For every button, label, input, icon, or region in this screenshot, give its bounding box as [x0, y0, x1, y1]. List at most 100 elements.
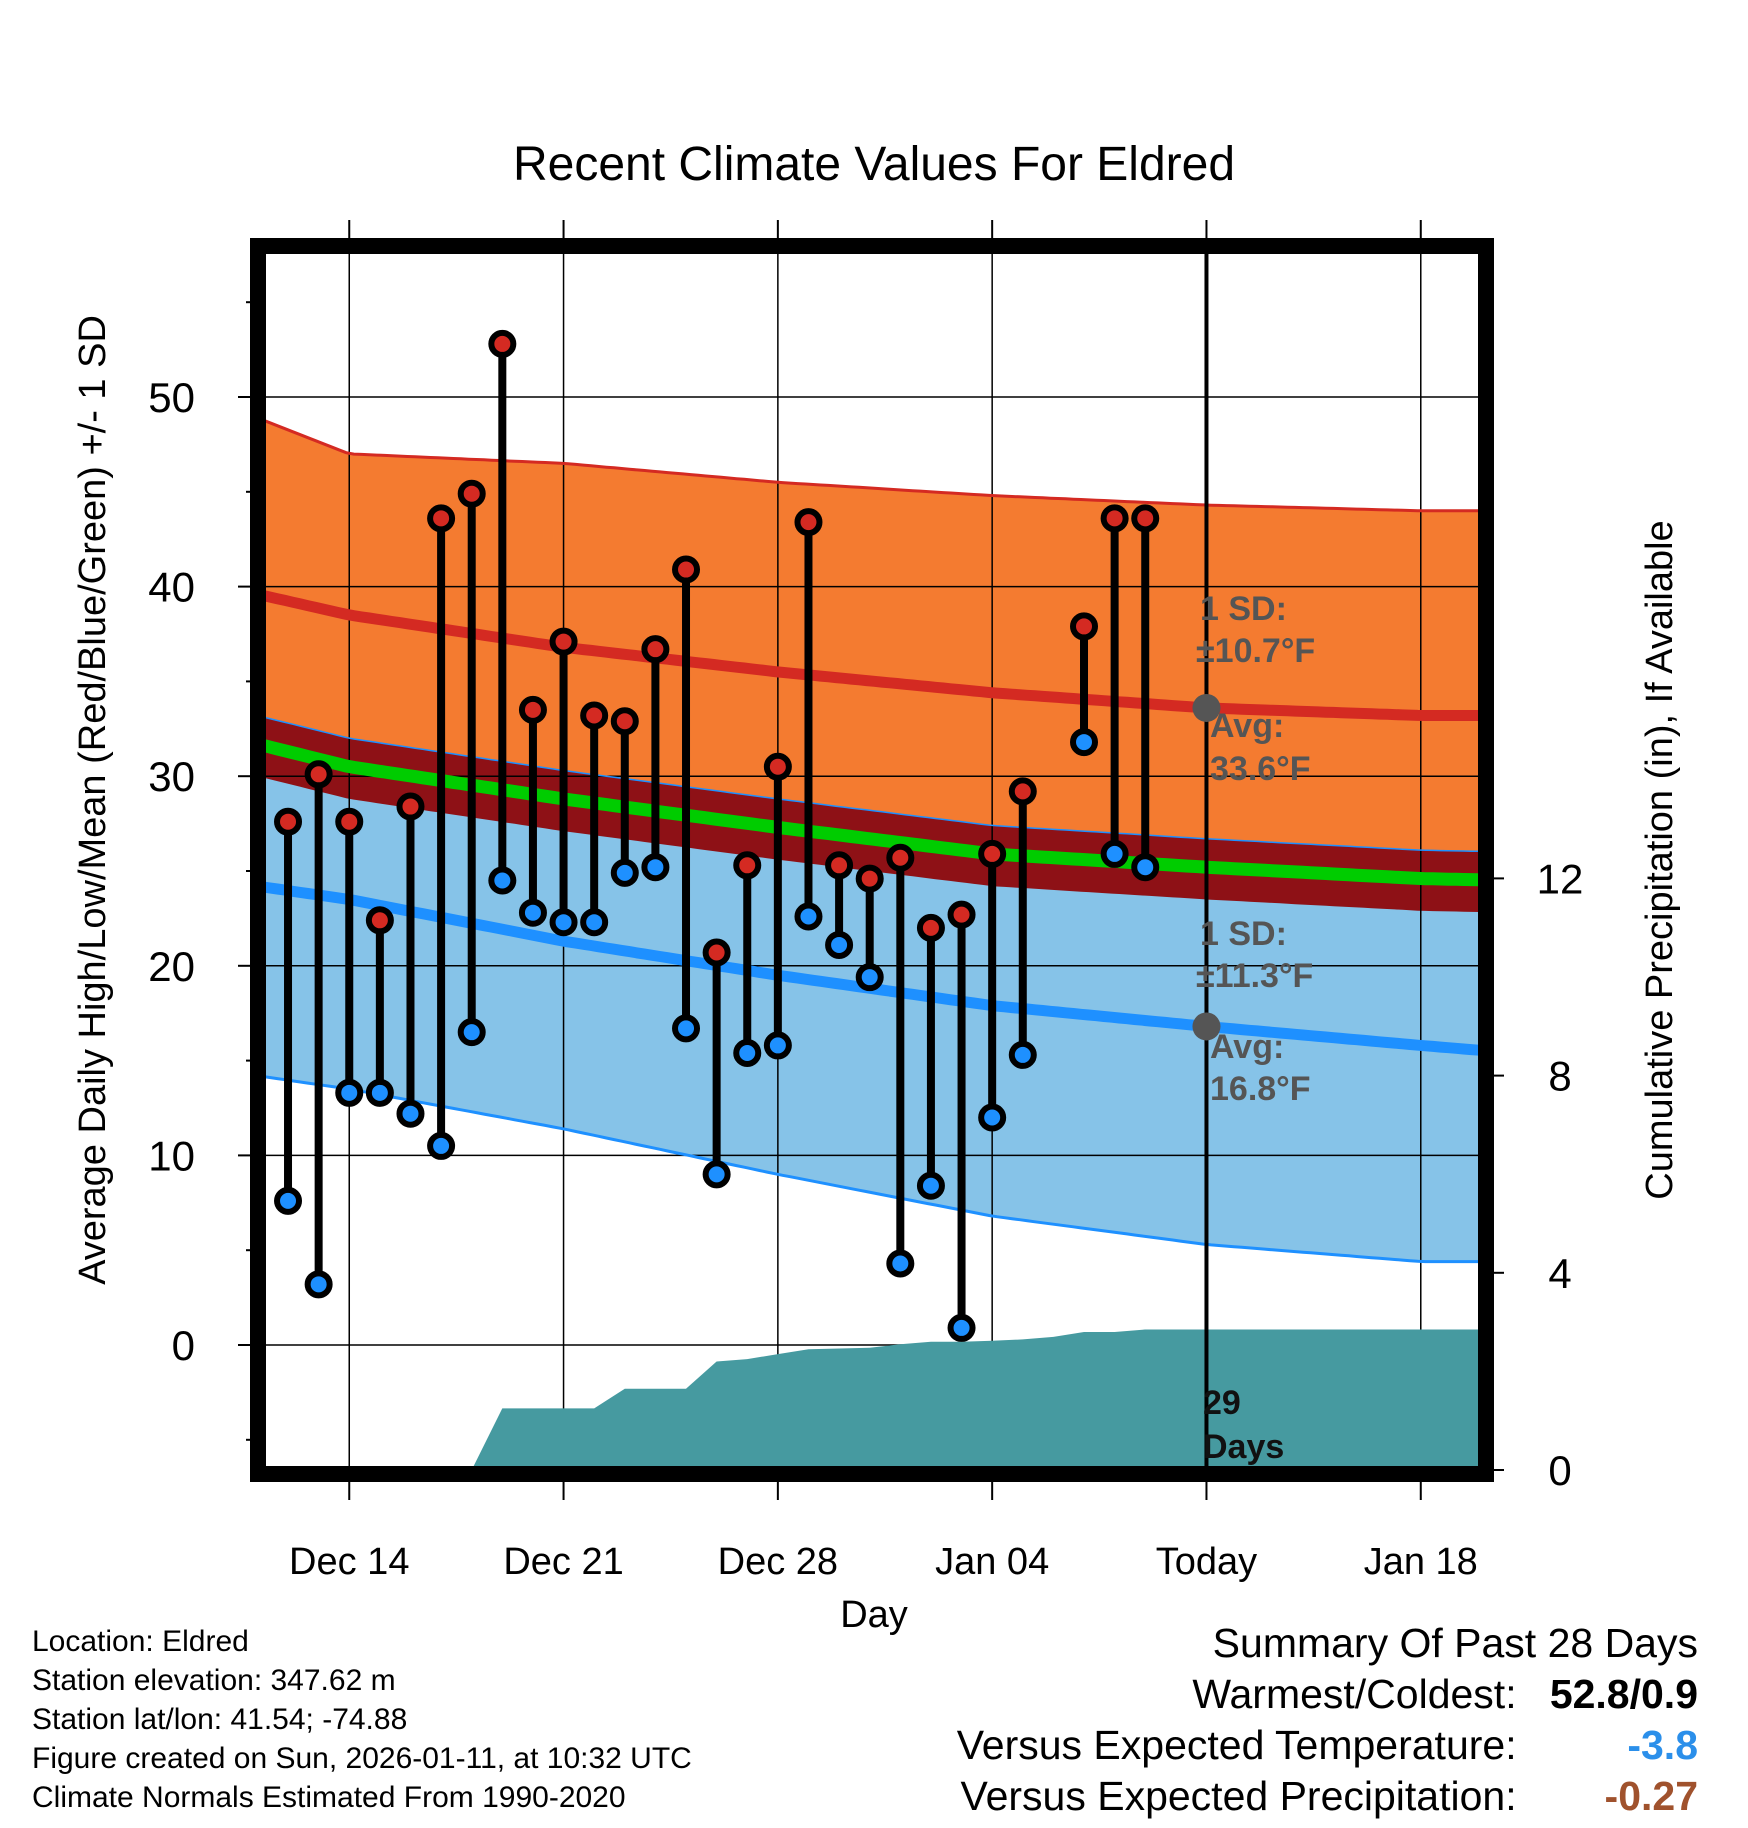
y-axis-label-right: Cumulative Precipitation (in), If Availa…: [1639, 520, 1681, 1199]
high-upper-line: [262, 418, 1479, 513]
avg-high-marker: [1192, 693, 1221, 722]
high-dot: [825, 851, 854, 880]
elevation-text: Station elevation: 347.62 m: [32, 1664, 396, 1697]
y-left-tick-label: 0: [172, 1322, 195, 1369]
high-dot: [886, 843, 915, 872]
observation-28: [763, 752, 792, 1060]
low-dot: [886, 1249, 915, 1278]
low-dot: [672, 1014, 701, 1043]
low-dot: [763, 1031, 792, 1060]
chart-title: Recent Climate Values For Eldred: [513, 138, 1235, 191]
low-dot: [702, 1160, 731, 1189]
high-dot: [1070, 612, 1099, 641]
low-dot: [335, 1078, 364, 1107]
low-dot: [947, 1313, 976, 1342]
y-right-tick-label: 12: [1537, 855, 1584, 902]
low-dot: [794, 902, 823, 931]
low-dot: [580, 908, 609, 937]
observation-12: [274, 807, 303, 1215]
observation-35: [978, 839, 1007, 1132]
high-dot: [610, 707, 639, 736]
high-dot: [855, 864, 884, 893]
high-dot: [702, 938, 731, 967]
low-dot: [610, 858, 639, 887]
normal-high-line: [262, 589, 1479, 721]
observation-36: [1008, 777, 1037, 1069]
x-tick-label: Jan 18: [1364, 1541, 1478, 1583]
high-dot: [794, 508, 823, 537]
low-dot: [1070, 728, 1099, 757]
x-tick-label: Dec 14: [289, 1541, 409, 1583]
summary-warmest-row: Warmest/Coldest: 52.8/0.9: [957, 1669, 1698, 1720]
high-dot: [274, 807, 303, 836]
observation-34: [947, 900, 976, 1342]
mean-upper-edge: [262, 715, 1479, 853]
high-dot: [488, 329, 517, 358]
high-dot: [1008, 777, 1037, 806]
observation-29: [794, 508, 823, 931]
observation-32: [886, 843, 915, 1278]
high-dot: [335, 807, 364, 836]
y-left-tick-label: 20: [148, 943, 195, 990]
warmest-label: Warmest/Coldest:: [1192, 1671, 1517, 1717]
low-dot: [1131, 853, 1160, 882]
precip-label: Versus Expected Precipitation:: [960, 1773, 1517, 1819]
low-dot: [733, 1039, 762, 1068]
observation-33: [916, 913, 945, 1200]
low-dot: [1008, 1040, 1037, 1069]
latlon-text: Station lat/lon: 41.54; -74.88: [32, 1703, 408, 1736]
observation-39: [1100, 504, 1129, 868]
x-axis-label: Day: [840, 1594, 908, 1636]
high-dot: [733, 851, 762, 880]
high-dot: [763, 752, 792, 781]
high-dot: [1100, 504, 1129, 533]
sd-low-label: 1 SD:: [1200, 915, 1287, 953]
observation-14: [335, 807, 364, 1107]
created-text: Figure created on Sun, 2026-01-11, at 10…: [32, 1742, 692, 1775]
y-left-tick-label: 30: [148, 753, 195, 800]
low-dot: [916, 1171, 945, 1200]
sd-low-value: ±11.3°F: [1196, 957, 1313, 995]
warmest-value: 52.8/0.9: [1549, 1671, 1698, 1717]
high-dot: [549, 627, 578, 656]
low-dot: [855, 963, 884, 992]
x-tick-label: Dec 21: [503, 1541, 623, 1583]
observation-27: [733, 851, 762, 1068]
low-dot: [396, 1099, 425, 1128]
x-tick-label: Today: [1156, 1541, 1257, 1583]
sd-high-value: ±10.7°F: [1196, 632, 1315, 670]
high-dot: [518, 695, 547, 724]
observation-22: [580, 701, 609, 937]
avg-low-value: 16.8°F: [1210, 1070, 1311, 1108]
observation-23: [610, 707, 639, 887]
observation-24: [641, 635, 670, 882]
observation-38: [1070, 612, 1099, 757]
low-dot: [274, 1186, 303, 1215]
y-right-tick-label: 0: [1548, 1447, 1571, 1494]
observation-17: [427, 504, 456, 1160]
observation-19: [488, 329, 517, 895]
high-dot: [1131, 504, 1160, 533]
low-dot: [978, 1103, 1007, 1132]
high-dot: [947, 900, 976, 929]
high-dot: [304, 760, 333, 789]
observation-40: [1131, 504, 1160, 882]
temp-label: Versus Expected Temperature:: [956, 1722, 1517, 1768]
days-count-number: 29: [1203, 1384, 1241, 1422]
high-dot: [457, 479, 486, 508]
high-dot: [978, 839, 1007, 868]
location-text: Location: Eldred: [32, 1625, 249, 1658]
observation-15: [365, 906, 394, 1107]
x-tick-label: Jan 04: [935, 1541, 1049, 1583]
low-dot: [825, 930, 854, 959]
observation-18: [457, 479, 486, 1047]
summary-title: Summary Of Past 28 Days: [1212, 1620, 1698, 1666]
low-dot: [549, 908, 578, 937]
low-dot: [641, 853, 670, 882]
observation-25: [672, 555, 701, 1043]
precip-area: [471, 1329, 1482, 1470]
high-dot: [916, 913, 945, 942]
observation-21: [549, 627, 578, 937]
summary-precip-row: Versus Expected Precipitation: -0.27: [957, 1771, 1699, 1822]
